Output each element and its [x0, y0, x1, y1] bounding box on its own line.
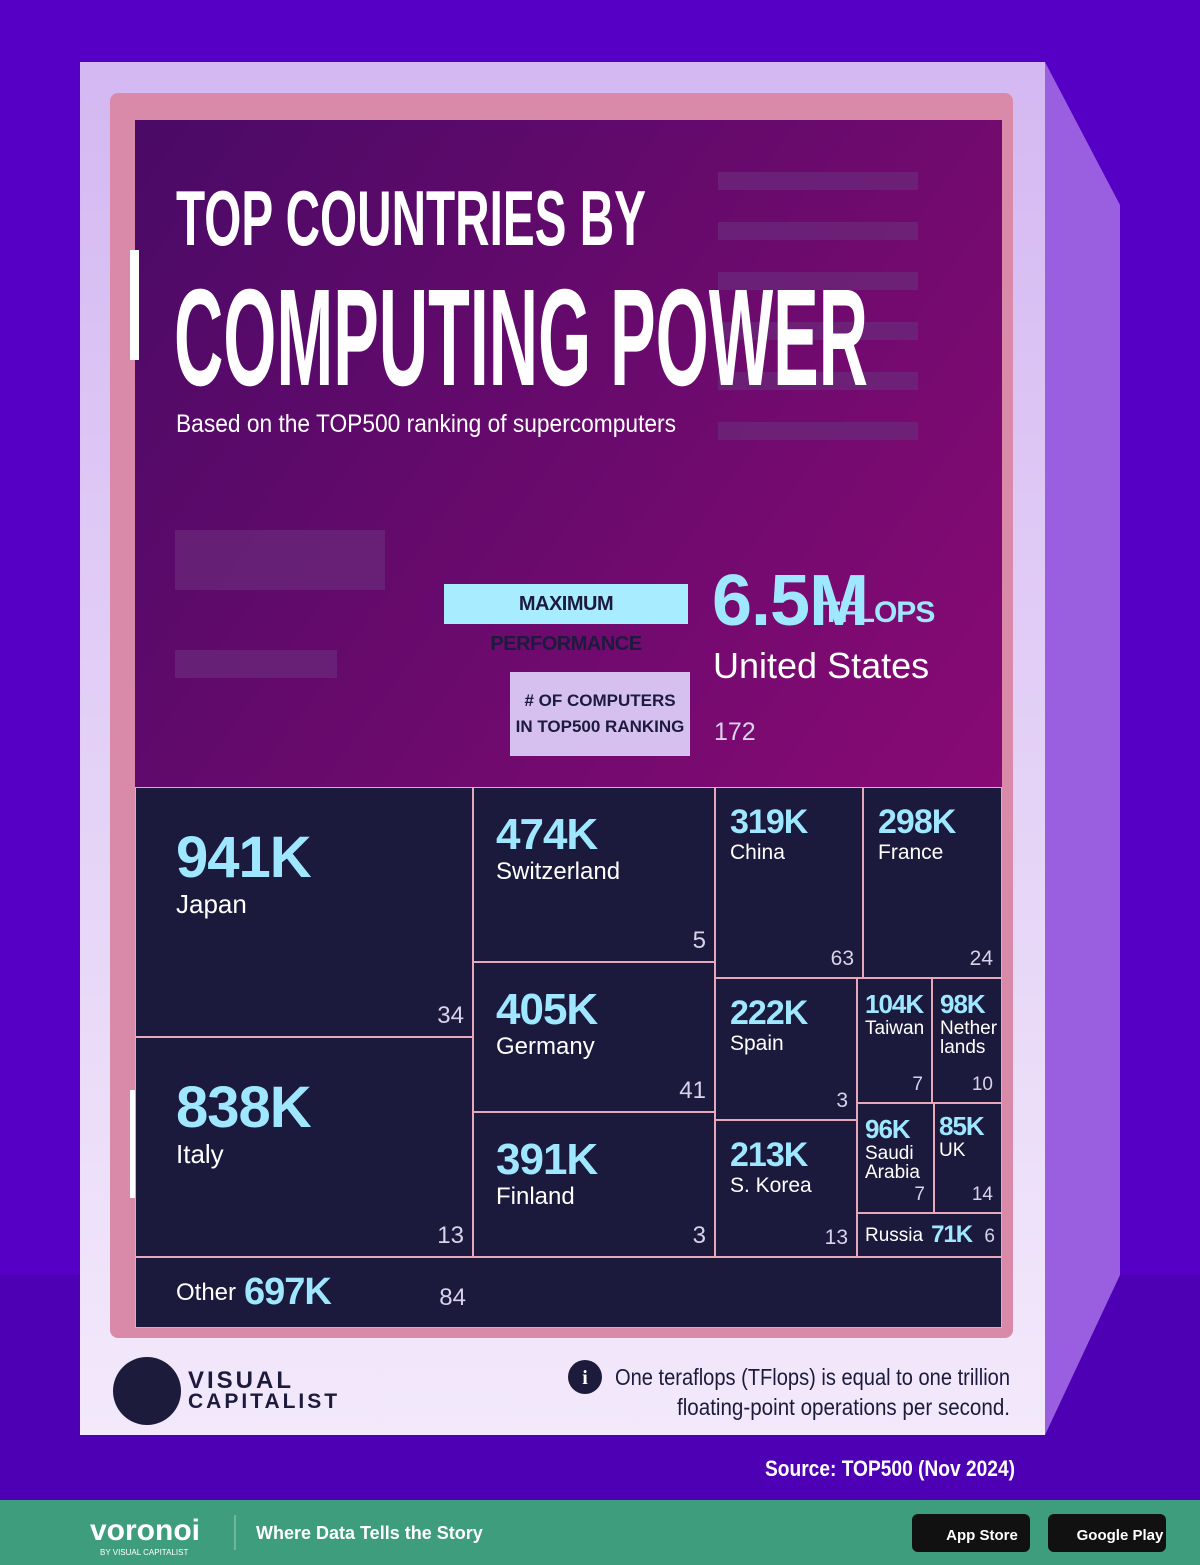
note: One teraflops (TFlops) is equal to one t…	[615, 1364, 1010, 1390]
treemap-cell: Other 697K 84	[135, 1257, 1002, 1328]
count-label: 14	[971, 1184, 993, 1205]
subtitle: Based on the TOP500 ranking of supercomp…	[176, 410, 676, 438]
treemap-cell: 391K Finland 3	[473, 1112, 715, 1257]
category-label: Taiwan	[865, 1017, 925, 1039]
count-label: 7	[914, 1184, 925, 1205]
value-label: 319K	[730, 803, 808, 842]
brand: CAPITALIST	[188, 1390, 340, 1413]
footer-sub: BY VISUAL CAPITALIST	[100, 1548, 188, 1557]
value-label: 98K	[940, 988, 986, 1019]
count-label: 13	[824, 1226, 848, 1249]
category-label: France	[878, 841, 944, 865]
count-label: 6	[984, 1226, 995, 1247]
treemap-cell: 222K Spain 3	[715, 978, 857, 1120]
value-label: 213K	[730, 1136, 808, 1175]
category-label: Russia	[865, 1224, 924, 1246]
category-label: Saudi Arabia	[865, 1142, 920, 1183]
count-label: 10	[971, 1074, 993, 1095]
count-label: 13	[437, 1222, 464, 1249]
source: Source: TOP500 (Nov 2024)	[765, 1456, 1015, 1481]
value-label: 405K	[496, 984, 598, 1034]
value-label: 85K	[939, 1111, 985, 1142]
category-label: Netherlands	[940, 1017, 998, 1058]
count-label: 7	[912, 1074, 923, 1095]
brand: VISUAL	[188, 1367, 294, 1394]
category-label: UK	[939, 1140, 966, 1162]
treemap-cell: 838K Italy 13	[135, 1037, 473, 1257]
treemap-cell: 85K UK 14	[934, 1103, 1002, 1213]
category-label: Other	[176, 1278, 237, 1306]
value-label: 697K	[244, 1271, 332, 1313]
value-label: 474K	[496, 809, 598, 859]
row: Other 697K	[176, 1258, 332, 1327]
value-label: 96K	[865, 1113, 911, 1144]
title-line-2: COMPUTING POWER	[174, 261, 868, 415]
unit: TFLOPS	[822, 596, 935, 629]
annotation-line: # OF COMPUTERS	[524, 691, 676, 710]
count-label: 84	[439, 1284, 466, 1311]
treemap-cell: 213K S. Korea 13	[715, 1120, 857, 1257]
count-label: 63	[830, 947, 854, 970]
value-label: 941K	[176, 825, 312, 890]
treemap-cell: 98K Netherlands 10	[932, 978, 1002, 1103]
count-label: 5	[692, 927, 706, 954]
treemap-cell: 474K Switzerland 5	[473, 787, 715, 962]
title-line-1: TOP COUNTRIES BY	[176, 174, 646, 262]
value-label: 104K	[865, 988, 924, 1019]
category-label: Japan	[176, 888, 247, 919]
category-label: China	[730, 841, 785, 865]
row: Russia 71K	[865, 1214, 973, 1256]
value-label: 391K	[496, 1134, 598, 1184]
category-label: Italy	[176, 1138, 224, 1169]
treemap-cell: 319K China 63	[715, 787, 863, 978]
treemap-cell: Russia 71K 6	[857, 1213, 1002, 1257]
treemap-cell: 104K Taiwan 7	[857, 978, 932, 1103]
value-label: 71K	[931, 1221, 973, 1248]
annotation-line: IN TOP500 RANKING	[515, 717, 685, 736]
count-label: 3	[836, 1089, 848, 1112]
app-store[interactable]: App Store	[946, 1527, 1018, 1544]
annotation: # OF COMPUTERS IN TOP500 RANKING	[510, 672, 690, 756]
treemap-cell: 298K France 24	[863, 787, 1002, 978]
annotation: MAXIMUM PERFORMANCE	[444, 584, 688, 655]
category-label: Spain	[730, 1032, 784, 1056]
category-label: S. Korea	[730, 1174, 812, 1198]
category-label: Switzerland	[496, 858, 621, 886]
category-label: United States	[713, 645, 930, 686]
category-label: Finland	[496, 1183, 575, 1211]
footer-brand: voronoi	[90, 1514, 200, 1547]
count-label: 24	[969, 947, 993, 970]
count-label: 3	[692, 1222, 706, 1249]
treemap-cell: 941K Japan 34	[135, 787, 473, 1037]
svg-text:i: i	[582, 1367, 588, 1389]
value-label: 838K	[176, 1075, 312, 1140]
treemap-cell: 405K Germany 41	[473, 962, 715, 1112]
category-label: Germany	[496, 1033, 595, 1061]
footer-tagline: Where Data Tells the Story	[256, 1523, 483, 1543]
value-label: 6.5M	[712, 561, 869, 641]
count-label: 172	[714, 718, 756, 746]
count-label: 41	[679, 1077, 706, 1104]
treemap-cell: 96K Saudi Arabia 7	[857, 1103, 934, 1213]
count-label: 34	[437, 1002, 464, 1029]
value-label: 298K	[878, 803, 956, 842]
google-play[interactable]: Google Play	[1077, 1527, 1164, 1544]
note: floating-point operations per second.	[677, 1394, 1010, 1420]
value-label: 222K	[730, 994, 808, 1033]
